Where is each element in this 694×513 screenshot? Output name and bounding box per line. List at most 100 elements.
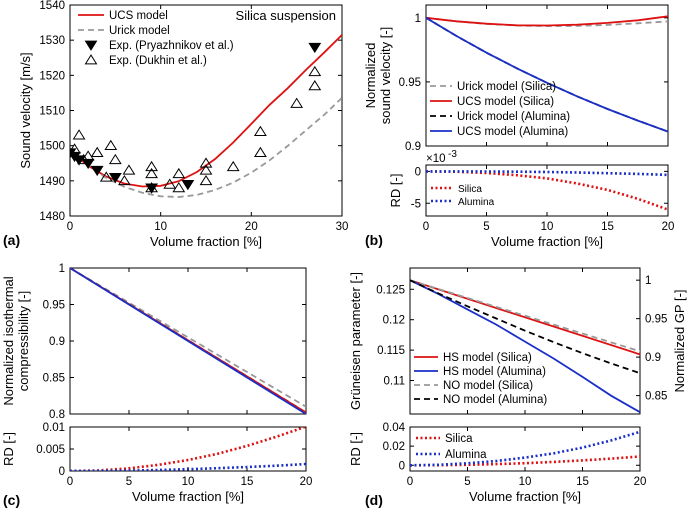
y-tick-label: 0.005	[36, 444, 65, 456]
axes-b-top: 0.9 0.95 1 Normalized sound velocity [-] Uric…	[363, 4, 669, 153]
data-point	[226, 160, 240, 172]
legend-label: HS model (Silica)	[443, 352, 532, 364]
y-right-tick-label: 0.95	[645, 314, 667, 326]
y-tick-label: 1530	[39, 35, 65, 47]
data-point	[122, 164, 136, 175]
data-point	[108, 172, 122, 184]
data-point	[77, 153, 91, 165]
legend-label: Urick model	[109, 25, 170, 37]
y-axis-label: RD [-]	[388, 174, 403, 208]
data-point	[145, 183, 159, 194]
legend-label: NO model (Silica)	[443, 380, 533, 392]
series-group-c-bottom	[70, 427, 306, 471]
series-line	[410, 279, 640, 353]
axes-c-top: 0.8 0.85 0.9 0.95 1 Normalized isothermal comp…	[1, 263, 307, 421]
data-point	[81, 150, 95, 161]
plot-frame-c-bottom	[69, 426, 307, 472]
legend-b-bottom: Silica Alumina	[431, 184, 495, 208]
series-group-d-top	[410, 279, 640, 413]
data-point	[90, 165, 104, 177]
panel-letter-a: (a)	[3, 232, 20, 248]
x-axis-label: Volume fraction [%]	[491, 234, 603, 249]
series-line	[70, 97, 342, 198]
data-point	[108, 153, 122, 165]
x-axis-label: Volume fraction [%]	[469, 489, 581, 504]
y-tick-label: 1480	[39, 211, 65, 223]
y-right-tick-label: 1	[645, 275, 651, 287]
panel-letter-c: (c)	[3, 492, 20, 508]
legend-label: Urick model (Silica)	[457, 81, 556, 93]
y-tick-label: 1500	[39, 141, 65, 153]
legend-marker	[84, 54, 98, 65]
legend-label: HS model (Alumina)	[443, 366, 546, 378]
y-tick-label: 0	[59, 466, 65, 478]
data-point	[181, 180, 195, 191]
y-tick-label: 0.95	[399, 77, 421, 89]
y-right-axis-label: Normalized GP [-]	[672, 289, 687, 392]
x-tick-label: 10	[182, 476, 195, 488]
data-point	[199, 164, 213, 175]
y-tick-label: -5	[411, 198, 421, 210]
y-tick-label: 1510	[39, 106, 65, 118]
x-tick-label: 15	[601, 221, 614, 233]
legend-label: Silica	[445, 433, 473, 445]
y-tick-label: 0.11	[383, 376, 405, 388]
data-point	[172, 181, 186, 193]
data-point	[308, 42, 322, 54]
data-point	[104, 139, 118, 151]
series-line	[70, 268, 306, 414]
legend-b: Urick model (Silica) UCS model (Silica) Ur…	[430, 81, 570, 138]
legend-label: Alumina	[458, 197, 495, 208]
data-point	[308, 79, 322, 91]
axes-c-bottom: 0 5 10 15 20 0 0.005 0.01 Volume fraction [%] RD …	[1, 422, 312, 504]
x-tick-label: 0	[67, 476, 73, 488]
panel-letter-d: (d)	[365, 492, 383, 508]
legend-a: UCS model Urick model Exp. (Pryazhnikov et…	[78, 10, 234, 67]
chart-title: Silica suspension	[236, 8, 336, 23]
x-tick-label: 20	[245, 221, 258, 233]
axes-d-top: 0.11 0.115 0.12 0.125 Grüneisen parameter [-…	[348, 267, 687, 415]
y-axis-label: RD [-]	[1, 432, 16, 466]
series-line	[426, 17, 668, 133]
series-group-d-bottom	[410, 430, 640, 467]
legend-label: UCS model	[109, 10, 168, 22]
axis-exponent-power: -3	[448, 149, 457, 160]
y-tick-label: 1490	[39, 176, 65, 188]
x-tick-label: 10	[541, 221, 554, 233]
y-axis-label: Sound velocity [m/s]	[18, 52, 33, 168]
y-tick-label: 1540	[39, 0, 65, 12]
series-line	[426, 170, 668, 211]
series-group-b-top	[426, 15, 668, 133]
data-point	[290, 97, 304, 108]
x-tick-label: 0	[407, 476, 413, 488]
x-axis-label: Volume fraction [%]	[132, 489, 244, 504]
y-tick-label: 1520	[39, 70, 65, 82]
y-tick-label: 0.85	[43, 373, 65, 385]
data-point	[117, 174, 131, 186]
x-tick-label: 10	[154, 221, 167, 233]
y-axis-label-line1: Normalized	[363, 43, 378, 109]
series-group-a	[70, 34, 342, 198]
axes-d-bottom: 0 5 10 15 20 0 0.02 0.04 Volume fraction [%] RD […	[348, 422, 646, 504]
legend-label: Urick model (Alumina)	[457, 111, 570, 123]
legend-label: UCS model (Silica)	[457, 96, 554, 108]
series-line	[426, 15, 668, 27]
y-tick-label: 0.02	[383, 441, 405, 453]
y-tick-label: 0.9	[49, 336, 65, 348]
legend-label: Silica	[458, 184, 482, 195]
y-tick-label: 0.8	[49, 409, 65, 421]
y-axis-label-line1: Normalized isothermal	[1, 276, 16, 405]
series-line	[410, 279, 640, 356]
data-point	[199, 174, 213, 186]
axes-a: 0 10 20 30 1480 1490 1500 1510 1520 1530 1540 Volum…	[18, 0, 348, 249]
x-tick-label: 5	[126, 476, 132, 488]
y-axis-label: Grüneisen parameter [-]	[348, 272, 363, 410]
data-point	[99, 171, 113, 182]
data-point	[145, 160, 159, 172]
y-axis-label-line2: compressibility [-]	[16, 291, 31, 391]
series-group-c-top	[70, 268, 306, 414]
y-tick-label: 0.12	[383, 315, 405, 327]
x-tick-label: 0	[67, 221, 73, 233]
y-tick-label: 1	[415, 13, 421, 25]
legend-marker	[84, 40, 98, 51]
